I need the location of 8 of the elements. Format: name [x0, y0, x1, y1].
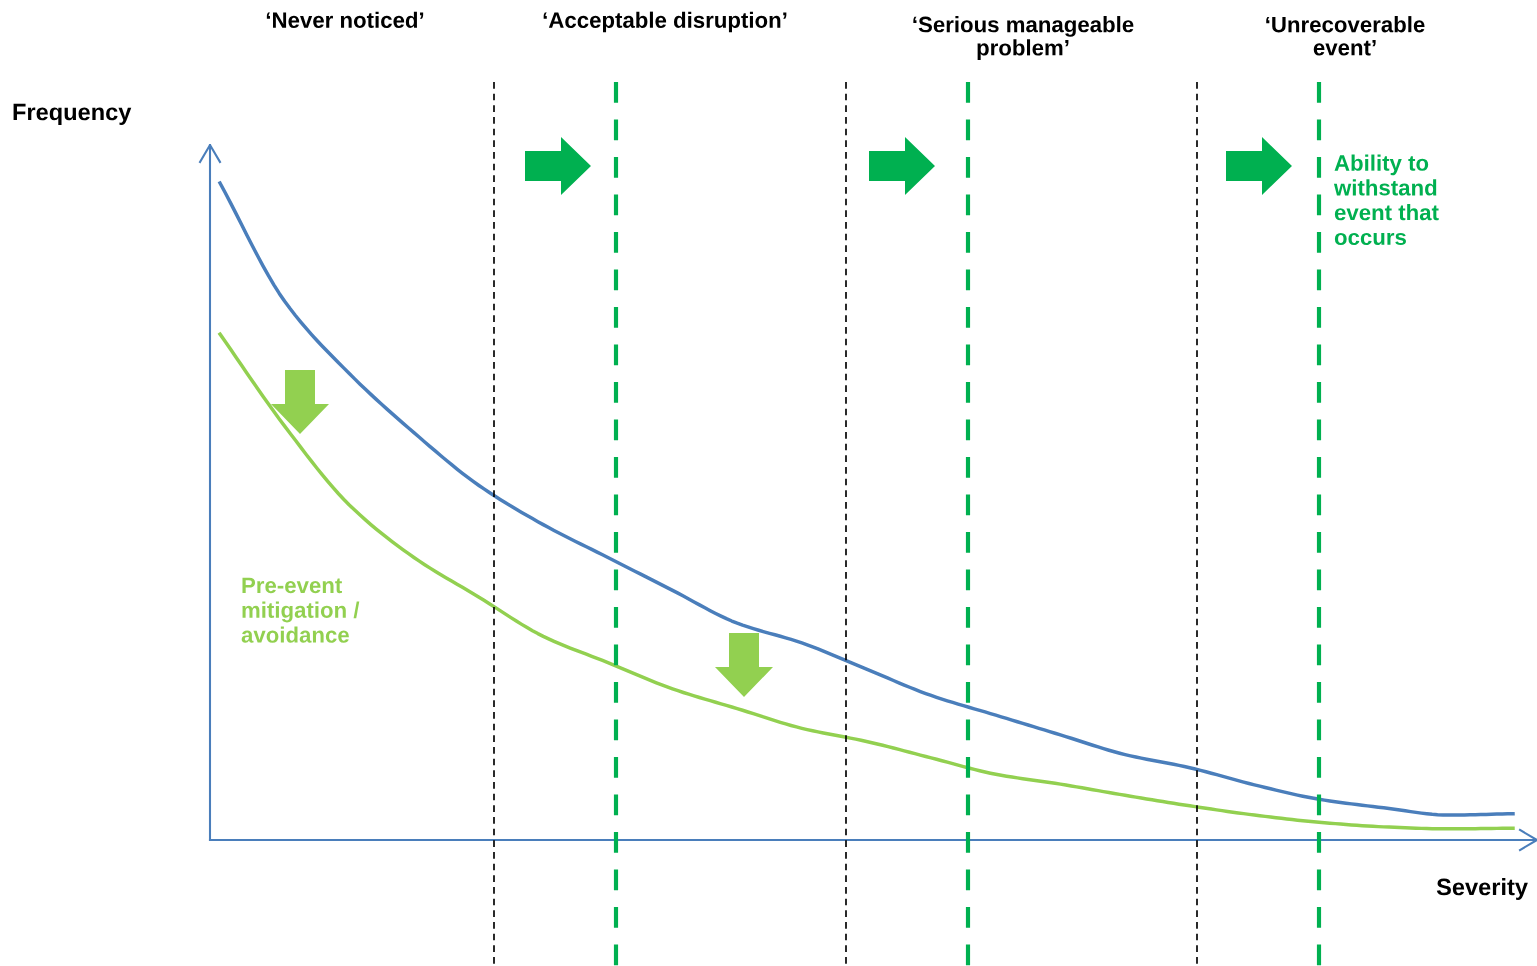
annotation: Ability to withstand event that occurs: [1333, 154, 1439, 246]
text: ‘Never noticed’: [266, 11, 424, 28]
y-axis-title: Frequency: [13, 103, 132, 125]
text: ‘Serious manageable problem’: [913, 16, 1134, 60]
text: ‘Acceptable disruption’: [543, 11, 787, 33]
text: ‘Unrecoverable event’: [1266, 16, 1425, 56]
annotation: Pre-event mitigation / avoidance: [241, 577, 360, 643]
x-axis-title: Severity: [1436, 877, 1528, 901]
